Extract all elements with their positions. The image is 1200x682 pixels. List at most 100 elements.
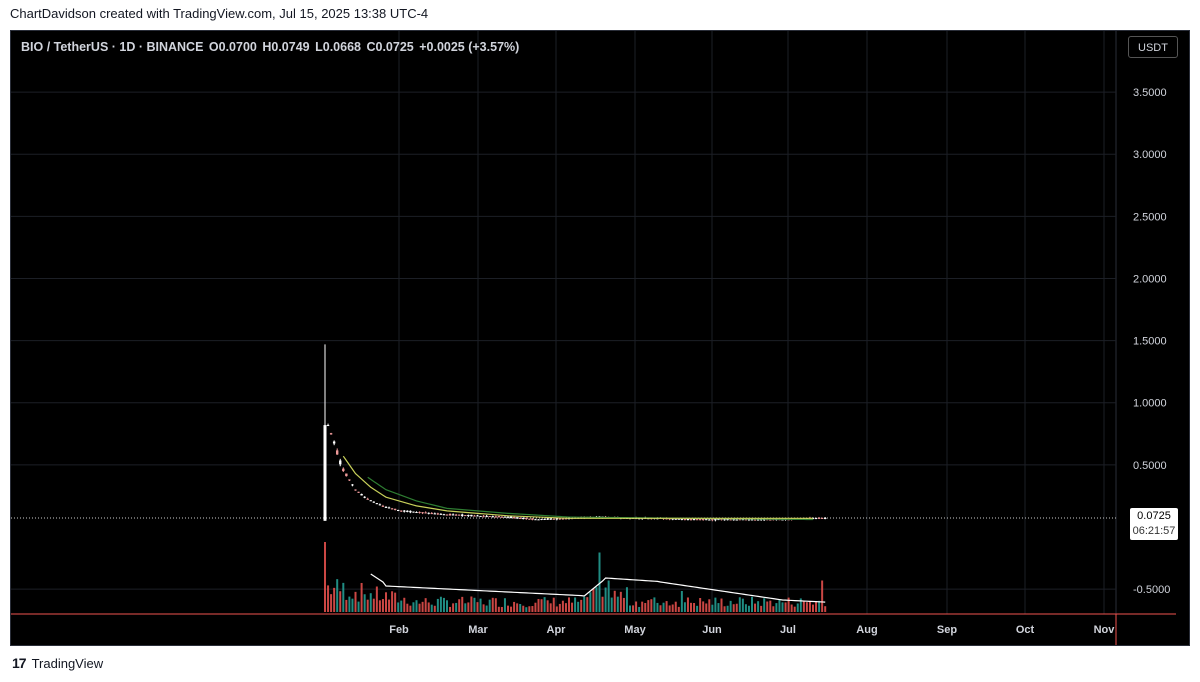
candle-body xyxy=(488,516,491,518)
volume-bar xyxy=(372,598,375,612)
volume-bar xyxy=(650,599,653,612)
candle-body xyxy=(711,518,714,521)
volume-bar xyxy=(613,590,616,612)
volume-bar xyxy=(659,605,662,612)
y-tick-label: 1.0000 xyxy=(1133,398,1167,410)
volume-bar xyxy=(342,582,345,612)
y-tick-label: -0.5000 xyxy=(1133,584,1170,596)
volume-bar xyxy=(482,604,485,612)
volume-bar xyxy=(473,597,476,612)
candle-body xyxy=(509,516,513,519)
candle-body xyxy=(756,519,760,521)
x-tick-label: Sep xyxy=(937,624,957,636)
candle-body xyxy=(702,519,705,521)
volume-bar xyxy=(696,605,699,612)
volume-bar xyxy=(622,597,625,612)
volume-bar xyxy=(327,585,330,612)
volume-bar xyxy=(375,586,378,612)
volume-bar xyxy=(662,602,665,612)
volume-bar xyxy=(751,596,753,612)
candle-body xyxy=(433,513,436,515)
bar-countdown: 06:21:57 xyxy=(1132,525,1176,537)
volume-bar xyxy=(458,599,461,612)
candle-body xyxy=(381,505,385,507)
volume-bar xyxy=(644,602,647,612)
candle-body xyxy=(345,473,348,477)
candle-body xyxy=(436,513,440,515)
symbol-name[interactable]: BIO / TetherUS · 1D · BINANCE xyxy=(21,40,204,54)
candle-body xyxy=(677,518,680,520)
volume-bar xyxy=(595,587,598,612)
volume-bar xyxy=(464,603,467,612)
candle-body xyxy=(470,514,473,517)
volume-bar xyxy=(336,579,339,612)
volume-bar xyxy=(488,599,491,612)
price-chart[interactable]: 3.5000 3.0000 2.5000 2.0000 1.5000 1.0000 0.50… xyxy=(11,31,1189,645)
volume-bar xyxy=(720,598,723,612)
chart-panel[interactable]: 3.5000 3.0000 2.5000 2.0000 1.5000 1.0000 0.50… xyxy=(10,30,1190,646)
close-value: C0.0725 xyxy=(366,40,414,54)
currency-button[interactable]: USDT xyxy=(1128,36,1178,58)
volume-bar xyxy=(522,605,525,612)
volume-bar xyxy=(738,597,741,612)
volume-bar xyxy=(815,601,818,612)
volume-bar xyxy=(503,598,506,612)
volume-bar xyxy=(430,604,433,612)
candle-body xyxy=(415,512,418,514)
candle-body xyxy=(720,519,723,521)
volume-bar xyxy=(491,597,494,612)
volume-bar xyxy=(799,598,802,612)
volume-bar xyxy=(729,600,732,612)
volume-bar xyxy=(574,597,577,612)
candle-body xyxy=(458,514,461,516)
volume-bar xyxy=(357,601,360,612)
candle-body xyxy=(708,519,711,521)
volume-bar xyxy=(772,606,775,612)
candle-body xyxy=(445,514,449,516)
candle-body xyxy=(546,518,549,520)
volume-bar xyxy=(665,601,668,612)
volume-bar xyxy=(680,591,683,612)
volume-bar xyxy=(723,606,726,612)
volume-bar xyxy=(507,605,509,612)
y-tick-label: 2.0000 xyxy=(1133,273,1167,285)
candle-body xyxy=(814,517,818,519)
candle-body xyxy=(329,433,333,435)
x-tick-label: Nov xyxy=(1094,624,1116,636)
y-tick-label: 3.5000 xyxy=(1133,87,1167,99)
volume-bar xyxy=(583,596,586,612)
volume-bar xyxy=(348,596,351,612)
volume-bar xyxy=(671,604,674,612)
volume-bar xyxy=(589,592,592,612)
volume-bar xyxy=(824,606,827,612)
volume-bar xyxy=(784,602,787,612)
candle-body xyxy=(683,518,687,520)
volume-bar xyxy=(699,598,702,612)
candle-body xyxy=(695,519,699,521)
candle-body xyxy=(409,510,412,513)
volume-bar xyxy=(564,603,567,612)
volume-bar xyxy=(400,600,403,612)
volume-bar xyxy=(747,605,750,612)
tradingview-logo-icon[interactable]: 17 xyxy=(12,655,27,671)
volume-bar xyxy=(433,605,436,612)
y-tick-label: 3.0000 xyxy=(1133,149,1167,161)
candle-body xyxy=(741,519,745,521)
volume-bar xyxy=(571,602,574,612)
candle-body xyxy=(561,518,565,520)
volume-bar xyxy=(381,599,384,612)
volume-bar xyxy=(452,603,455,612)
candle-body xyxy=(540,518,543,520)
volume-bar xyxy=(607,580,610,612)
candle-body xyxy=(485,515,488,517)
volume-bar xyxy=(555,606,558,612)
volume-bar xyxy=(818,600,821,612)
candle-body xyxy=(503,516,507,518)
candle-body xyxy=(384,506,388,508)
volume-bar xyxy=(543,597,546,612)
volume-bar xyxy=(519,604,522,612)
volume-bar xyxy=(635,601,638,612)
volume-bar xyxy=(632,605,635,612)
candle-body xyxy=(564,518,568,520)
brand-name[interactable]: TradingView xyxy=(31,655,104,671)
